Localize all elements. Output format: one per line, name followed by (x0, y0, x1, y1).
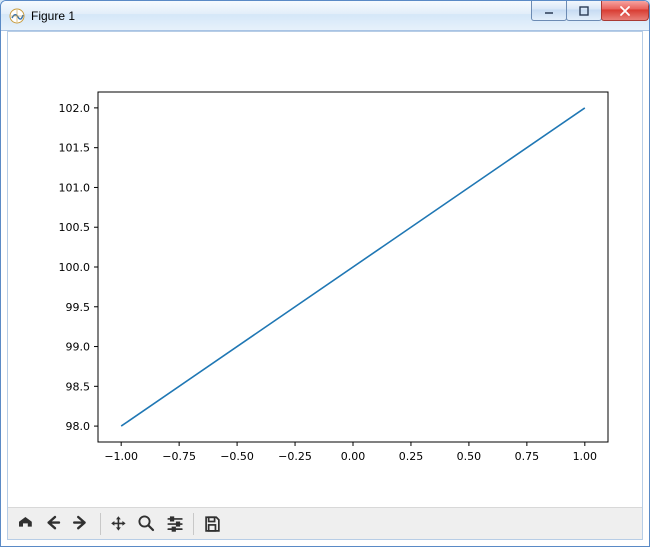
close-button[interactable] (601, 1, 649, 21)
y-tick-label: 98.5 (66, 380, 91, 393)
y-tick-label: 102.0 (59, 102, 91, 115)
zoom-icon (136, 513, 158, 535)
pan-button[interactable] (105, 511, 133, 537)
arrow-right-icon (71, 513, 93, 535)
x-tick-label: 1.00 (573, 450, 598, 463)
forward-button[interactable] (68, 511, 96, 537)
home-button[interactable] (12, 511, 40, 537)
x-tick-label: −0.50 (220, 450, 254, 463)
x-tick-label: 0.75 (515, 450, 540, 463)
y-tick-label: 100.5 (59, 221, 91, 234)
x-tick-label: 0.25 (399, 450, 424, 463)
save-icon (201, 513, 223, 535)
x-tick-label: 0.00 (341, 450, 366, 463)
window-title: Figure 1 (31, 9, 75, 23)
zoom-button[interactable] (133, 511, 161, 537)
maximize-button[interactable] (566, 1, 602, 21)
home-icon (15, 513, 37, 535)
x-tick-label: −0.25 (278, 450, 312, 463)
y-tick-label: 99.0 (66, 341, 91, 354)
x-tick-label: 0.50 (457, 450, 482, 463)
minimize-button[interactable] (531, 1, 567, 21)
configure-subplots-button[interactable] (161, 511, 189, 537)
figure-window: Figure 1 −1.00 −0.75 −0.50 −0.25 0.00 0.25 0.5… (0, 0, 650, 547)
move-icon (108, 513, 130, 535)
y-tick-label: 101.0 (59, 181, 91, 194)
back-button[interactable] (40, 511, 68, 537)
app-icon (9, 8, 25, 24)
navigation-toolbar (8, 507, 642, 539)
x-tick-label: −0.75 (162, 450, 196, 463)
toolbar-separator (100, 513, 101, 535)
y-tick-label: 98.0 (66, 420, 91, 433)
plot-canvas[interactable]: −1.00 −0.75 −0.50 −0.25 0.00 0.25 0.50 0.75 1.00… (8, 32, 642, 507)
line-series (121, 108, 585, 426)
arrow-left-icon (43, 513, 65, 535)
y-tick-label: 100.0 (59, 261, 91, 274)
sliders-icon (164, 513, 186, 535)
titlebar[interactable]: Figure 1 (1, 1, 649, 31)
client-area: −1.00 −0.75 −0.50 −0.25 0.00 0.25 0.50 0.75 1.00… (7, 31, 643, 540)
toolbar-separator (193, 513, 194, 535)
y-tick-label: 101.5 (59, 142, 91, 155)
save-button[interactable] (198, 511, 226, 537)
window-controls (532, 1, 649, 21)
y-tick-label: 99.5 (66, 301, 91, 314)
x-tick-label: −1.00 (104, 450, 138, 463)
